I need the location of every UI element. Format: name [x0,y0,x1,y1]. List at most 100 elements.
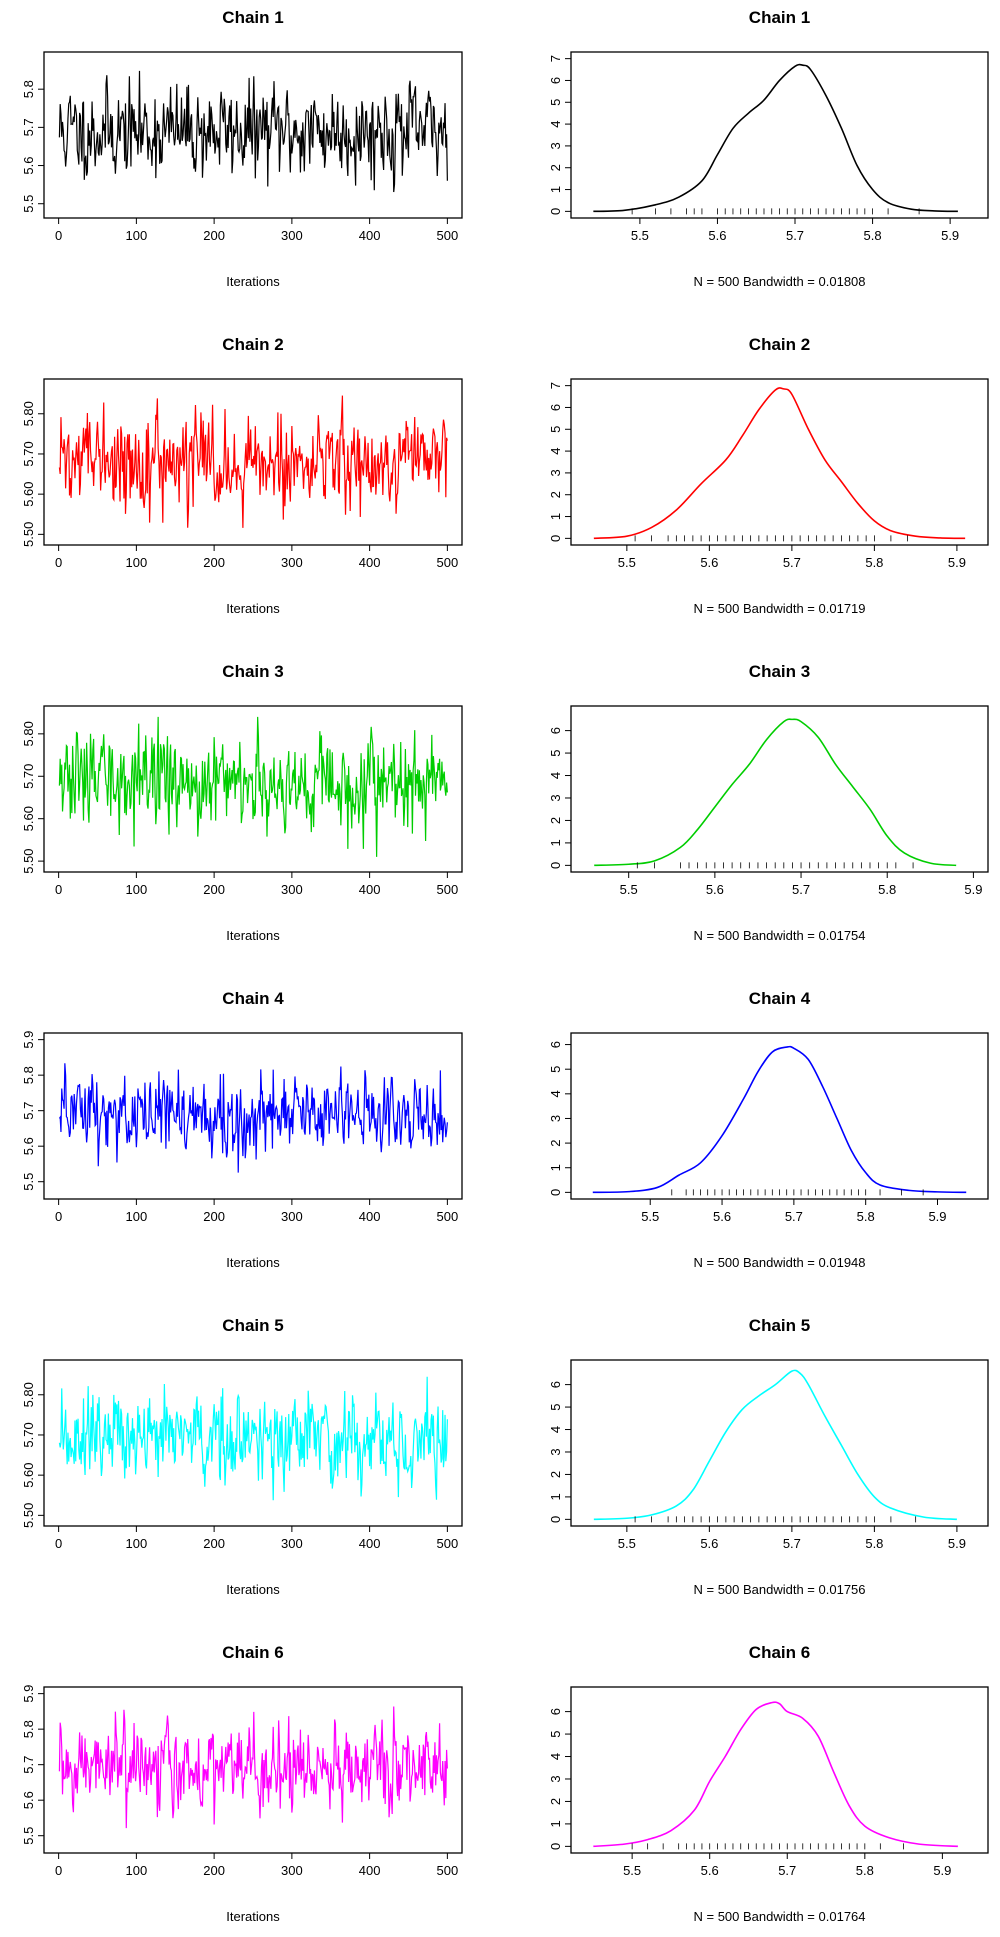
y-tick-label: 5.80 [21,1382,36,1407]
trace-line [58,1063,448,1173]
density-curve [593,387,966,540]
panel-title: Chain 1 [222,8,283,27]
x-tick-label: 100 [126,1863,148,1878]
y-tick-label: 0 [548,862,563,869]
x-tick-label: 5.7 [792,882,810,897]
x-axis-label: N = 500 Bandwidth = 0.01754 [693,928,865,943]
y-tick-label: 1 [548,186,563,193]
x-tick-label: 400 [359,1863,381,1878]
x-tick-label: 5.5 [631,228,649,243]
y-tick-label: 2 [548,817,563,824]
x-tick-label: 500 [437,1209,459,1224]
x-tick-label: 300 [281,1863,303,1878]
panel-title: Chain 5 [749,1316,810,1335]
y-tick-label: 3 [548,1448,563,1455]
x-tick-label: 5.8 [864,228,882,243]
y-tick-label: 1 [548,839,563,846]
x-tick-label: 5.9 [948,1536,966,1551]
x-axis-label: Iterations [226,1909,280,1924]
x-tick-label: 5.9 [948,555,966,570]
density-plot-4: Chain 4 5.5 5.6 5.7 5.8 5.9 0 1 2 3 4 5 6 N = 500 Ban… [548,989,989,1270]
y-tick-label: 5.5 [21,1827,36,1845]
rug [671,1189,924,1196]
rug [636,862,914,869]
y-tick-label: 5.8 [21,1720,36,1738]
y-tick-label: 4 [548,1426,563,1433]
x-axis-label: Iterations [226,1582,280,1597]
density-curve [594,718,957,867]
x-tick-label: 400 [359,555,381,570]
y-tick-label: 5.5 [21,195,36,213]
x-tick-label: 200 [203,882,225,897]
y-tick-label: 6 [548,727,563,734]
y-tick-label: 2 [548,1798,563,1805]
trace-plot-5: Chain 5 0 100 200 300 400 500 5.50 5.60 5.70 5.80 I… [21,1316,463,1597]
x-tick-label: 0 [55,1863,62,1878]
y-tick-label: 5.60 [21,1462,36,1487]
x-tick-label: 5.9 [928,1209,946,1224]
x-tick-label: 5.9 [964,882,982,897]
y-tick-label: 6 [548,1708,563,1715]
x-tick-label: 5.6 [701,1863,719,1878]
x-tick-label: 5.5 [620,882,638,897]
y-tick-label: 5.6 [21,1137,36,1155]
trace-plot-2: Chain 2 0 100 200 300 400 500 5.50 5.60 5.70 5.80 I… [21,335,463,616]
y-tick-label: 1 [548,1164,563,1171]
y-tick-label: 5.50 [21,1503,36,1528]
x-tick-label: 300 [281,1209,303,1224]
y-tick-label: 3 [548,794,563,801]
rug [631,1843,904,1850]
x-tick-label: 5.8 [865,555,883,570]
y-tick-label: 0 [548,1843,563,1850]
trace-line [58,1376,448,1501]
y-tick-label: 5.70 [21,1422,36,1447]
x-tick-label: 5.7 [785,1209,803,1224]
trace-plot-1: Chain 1 0 100 200 300 400 500 5.5 5.6 5.7 5.8 Itera… [21,8,463,289]
y-tick-label: 2 [548,491,563,498]
x-tick-label: 400 [359,1536,381,1551]
x-tick-label: 200 [203,1209,225,1224]
y-tick-label: 3 [548,1115,563,1122]
density-plot-2: Chain 2 5.5 5.6 5.7 5.8 5.9 0 1 2 3 4 5 6 7 N = 500 Ba… [548,335,989,616]
y-tick-label: 3 [548,1775,563,1782]
x-tick-label: 0 [55,1209,62,1224]
x-tick-label: 200 [203,228,225,243]
x-tick-label: 5.8 [856,1863,874,1878]
y-tick-label: 6 [548,404,563,411]
x-tick-label: 0 [55,1536,62,1551]
x-axis-label: N = 500 Bandwidth = 0.01756 [693,1582,865,1597]
y-tick-label: 0 [548,208,563,215]
x-tick-label: 5.7 [783,1536,801,1551]
y-tick-label: 6 [548,77,563,84]
x-tick-label: 5.5 [618,555,636,570]
y-tick-label: 2 [548,1471,563,1478]
y-tick-label: 5.6 [21,1791,36,1809]
panel-title: Chain 6 [749,1643,810,1662]
x-tick-label: 5.8 [878,882,896,897]
density-curve [592,1045,967,1194]
plot-frame [570,378,989,546]
y-tick-label: 3 [548,142,563,149]
x-axis-label: Iterations [226,274,280,289]
y-tick-label: 1 [548,1820,563,1827]
x-tick-label: 500 [437,882,459,897]
x-tick-label: 200 [203,1536,225,1551]
x-axis-label: N = 500 Bandwidth = 0.01948 [693,1255,865,1270]
y-tick-label: 5.9 [21,1685,36,1703]
trace-line [58,1706,448,1829]
y-tick-label: 6 [548,1381,563,1388]
y-tick-label: 5.80 [21,401,36,426]
y-tick-label: 4 [548,1753,563,1760]
y-tick-label: 4 [548,120,563,127]
x-tick-label: 400 [359,228,381,243]
x-tick-label: 5.7 [778,1863,796,1878]
x-axis-label: Iterations [226,601,280,616]
y-tick-label: 5.7 [21,1102,36,1120]
y-tick-label: 5.5 [21,1173,36,1191]
panel-title: Chain 3 [749,662,810,681]
x-tick-label: 500 [437,555,459,570]
panel-title: Chain 2 [222,335,283,354]
x-tick-label: 100 [126,555,148,570]
y-tick-label: 5.8 [21,1066,36,1084]
x-tick-label: 5.7 [786,228,804,243]
